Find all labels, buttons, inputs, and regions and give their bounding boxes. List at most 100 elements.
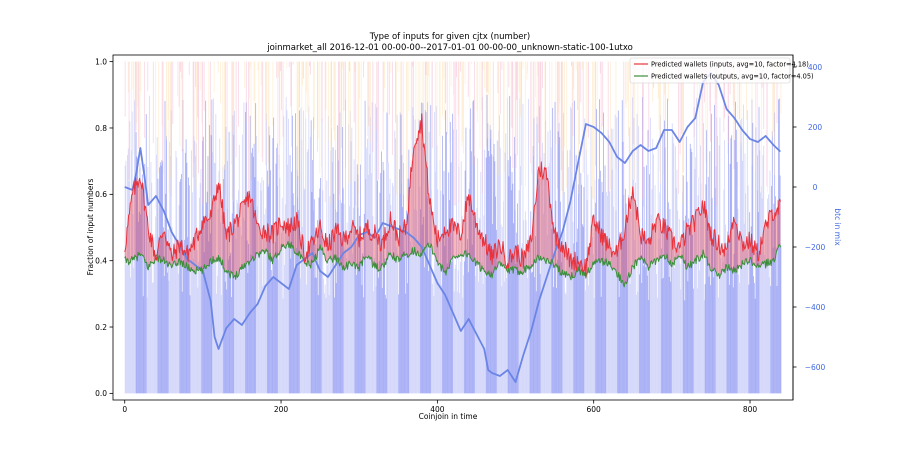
input-bar [505,133,507,394]
input-bar-overlay [724,61,726,118]
input-bar [702,205,704,394]
input-bar [365,179,367,394]
input-bar [485,277,486,394]
input-bar [213,162,215,394]
input-bar [136,156,138,394]
input-bar [639,274,640,394]
input-bar-overlay [734,61,736,123]
input-bar [388,162,389,394]
input-bar [476,208,478,394]
input-bar [407,178,409,394]
input-bar [277,260,279,394]
input-bar-overlay [320,61,322,167]
input-bar [240,271,242,394]
input-bar [764,255,765,394]
input-bar [288,227,290,394]
input-bar [237,203,239,394]
input-bar [541,168,543,394]
input-bar-overlay [272,61,274,126]
input-bar [617,110,619,394]
input-bar [171,227,173,394]
input-bar [570,106,572,394]
input-bar [745,193,747,394]
input-bar [359,215,361,394]
input-bar-overlay [746,61,747,120]
input-bar-overlay [223,61,225,170]
input-bar [417,240,418,394]
input-bar-overlay [254,61,256,145]
input-bar-overlay [607,61,609,194]
input-bar-overlay [445,61,446,104]
input-bar [749,212,751,394]
input-bar-overlay [660,61,661,183]
input-bar-overlay [392,61,393,155]
input-bar-overlay [202,61,203,205]
input-bar [256,206,258,394]
input-bar [400,114,402,394]
inputs-series-line [124,113,781,277]
input-bar [718,145,720,394]
input-bar [262,286,264,394]
series-lines-layer [124,72,781,383]
input-bar [281,197,283,394]
input-bar [228,131,230,394]
input-bar [620,283,622,394]
input-bar [154,252,156,394]
input-bar [319,188,321,394]
input-bar-overlay [130,61,132,170]
input-bar [477,158,479,394]
input-bar-overlay [531,61,532,174]
input-bar [211,99,213,394]
input-bar [453,129,454,394]
input-bar [596,260,598,394]
input-bar [138,221,139,394]
input-bar-overlay [501,61,503,70]
input-bar [141,189,142,394]
input-bar-overlay [484,61,486,88]
input-bar [689,143,691,394]
input-bar-overlay [767,61,769,192]
input-bar [259,224,260,394]
input-bar [125,160,127,394]
input-bar [671,228,672,394]
input-bar [451,261,453,394]
input-bar-overlay [520,61,522,117]
input-bar [292,193,294,394]
input-bar-overlay [538,61,540,186]
input-bar-overlay [599,61,601,74]
input-bar-overlay [488,61,489,95]
input-bar [532,146,534,394]
input-bar-overlay [436,61,438,163]
input-bar [294,272,296,394]
input-bar [672,136,674,394]
input-bar [767,198,769,394]
input-bar [679,263,681,394]
input-bar [643,166,645,394]
input-bar [232,115,234,394]
input-bar-overlay [299,61,300,108]
input-bar [202,136,204,394]
input-bar-overlay [571,61,572,67]
input-bar [510,156,511,394]
input-bar [480,171,482,394]
input-bar [777,200,779,394]
input-bar [609,191,611,394]
input-bar-overlay [268,61,270,184]
input-bar [444,245,446,394]
input-bar [140,214,142,394]
input-bar [357,174,359,394]
input-bar [737,208,739,394]
input-bar [543,153,545,394]
input-bar [714,104,715,394]
input-bar-overlay [707,61,708,175]
input-bar [537,187,539,394]
input-bar [271,278,273,394]
input-bar [667,98,668,394]
input-bar-overlay [514,61,516,211]
input-bar [600,296,602,394]
input-bar [612,128,614,394]
input-bar [163,276,165,394]
input-bar-overlay [709,61,711,112]
input-bar [415,139,417,394]
input-bar-overlay [458,61,460,203]
